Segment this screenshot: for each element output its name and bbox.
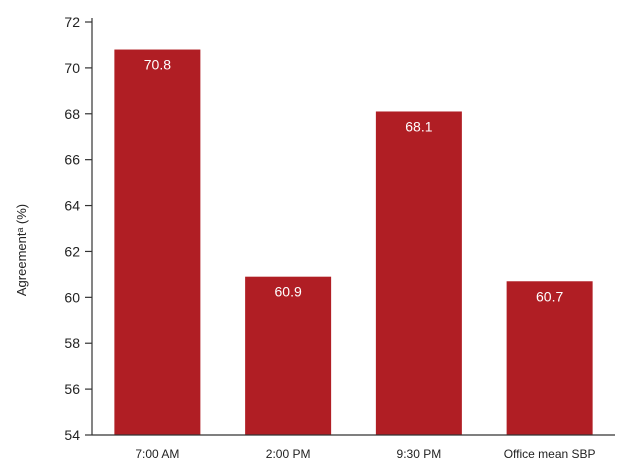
bar-value-label: 60.7 (536, 288, 563, 304)
y-axis: 54 56 58 60 62 64 66 68 70 72 (64, 14, 93, 443)
bar (506, 281, 593, 435)
x-category-label: Office mean SBP (504, 447, 596, 461)
bar (245, 276, 332, 435)
y-tick-label: 70 (64, 60, 80, 76)
bar-value-label: 68.1 (405, 118, 432, 134)
y-tick-label: 60 (64, 289, 80, 305)
bar (114, 49, 201, 436)
x-axis: 7:00 AM 2:00 PM 9:30 PM Office mean SBP (92, 434, 615, 461)
y-axis-title: Agreementᵃ (%) (14, 204, 29, 296)
y-tick-label: 58 (64, 335, 80, 351)
bars-group: 70.8 60.9 68.1 60.7 (114, 49, 593, 436)
y-tick-label: 66 (64, 152, 80, 168)
x-category-label: 2:00 PM (266, 447, 311, 461)
x-category-label: 9:30 PM (397, 447, 442, 461)
y-tick-label: 56 (64, 381, 80, 397)
y-tick-label: 62 (64, 243, 80, 259)
y-tick-label: 54 (64, 427, 80, 443)
x-category-label: 7:00 AM (135, 447, 179, 461)
bar-value-label: 70.8 (144, 57, 171, 73)
bar-value-label: 60.9 (275, 284, 302, 300)
y-tick-label: 64 (64, 198, 80, 214)
y-tick-label: 72 (64, 14, 80, 30)
bar (375, 111, 462, 435)
y-tick-label: 68 (64, 106, 80, 122)
